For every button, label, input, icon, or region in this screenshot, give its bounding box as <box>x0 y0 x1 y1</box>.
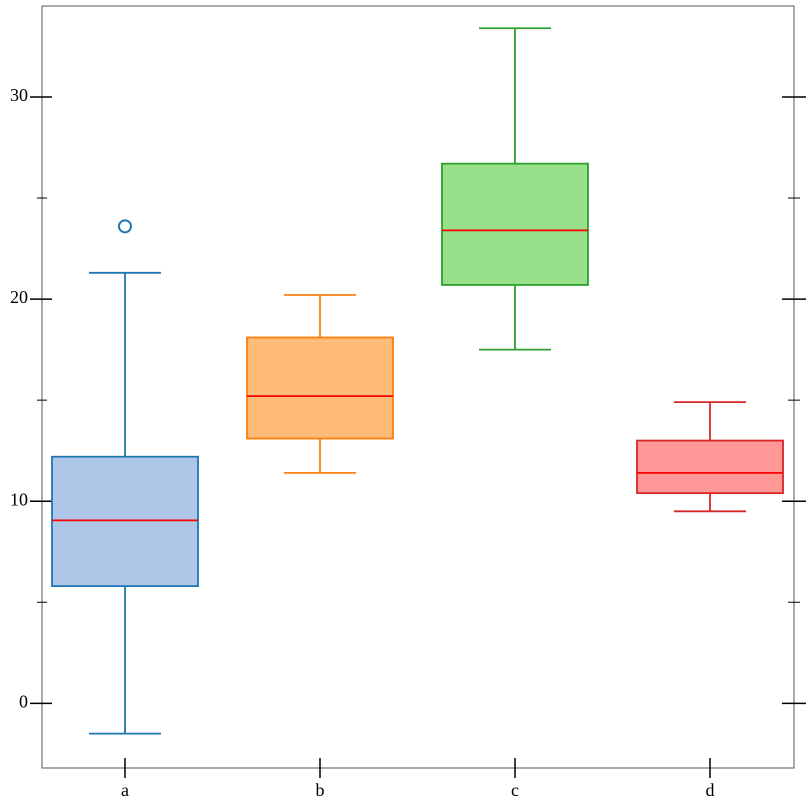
y-tick-label: 10 <box>10 489 28 509</box>
plot-frame <box>41 5 795 769</box>
box <box>246 336 394 440</box>
box <box>636 439 784 495</box>
y-tick-label: 30 <box>10 85 28 105</box>
y-tick-label: 20 <box>10 287 28 307</box>
x-tick-label: c <box>511 780 519 800</box>
x-tick-label: a <box>121 780 129 800</box>
box <box>51 455 199 587</box>
outlier <box>118 219 132 234</box>
x-tick-label: b <box>316 780 325 800</box>
y-tick-label: 0 <box>19 691 28 711</box>
x-tick-label: d <box>706 780 715 800</box>
box <box>441 162 589 286</box>
